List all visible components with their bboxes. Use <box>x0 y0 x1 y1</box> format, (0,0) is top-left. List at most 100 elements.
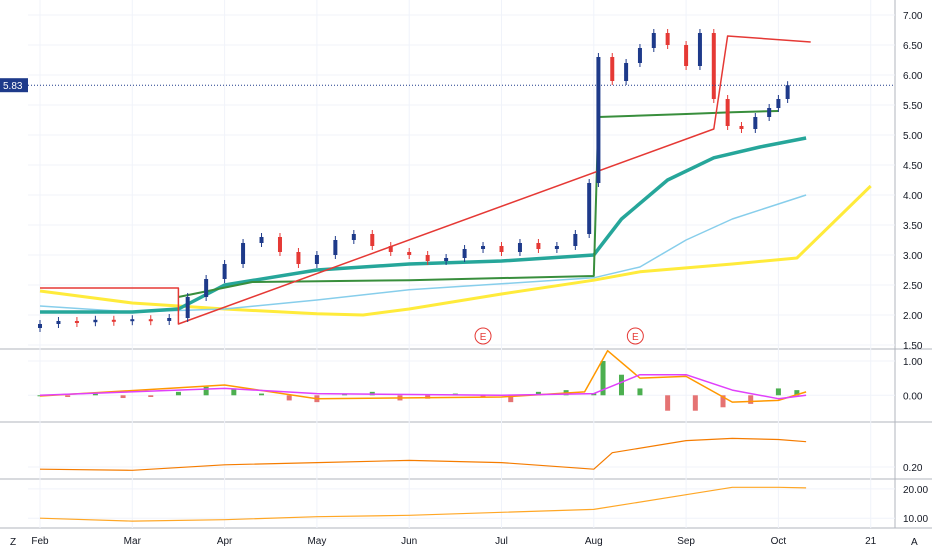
x-tick-label: Mar <box>124 536 142 547</box>
earnings-marker-label: E <box>632 332 639 343</box>
panel3-series-line <box>39 437 807 471</box>
candle-body <box>93 319 98 323</box>
macd-histogram-bar <box>591 393 597 396</box>
candle-body <box>314 255 319 264</box>
earnings-marker <box>474 327 492 345</box>
macd-histogram-bar <box>720 395 726 408</box>
y-tick-label: 0.20 <box>903 463 923 474</box>
candle-body <box>725 99 730 126</box>
x-tick-label: Sep <box>677 536 695 547</box>
candle-body <box>38 324 42 328</box>
candle-body <box>624 63 629 81</box>
candle-body <box>481 246 486 249</box>
y-tick-label: 2.50 <box>903 281 923 292</box>
macd-series-line <box>39 373 807 400</box>
y-tick-label: 5.00 <box>903 131 923 142</box>
candle-body <box>536 243 541 249</box>
candle-body <box>388 246 393 252</box>
candle-body <box>785 85 790 99</box>
candle-body <box>277 237 282 252</box>
earnings-marker <box>626 327 644 345</box>
y-tick-label: 6.50 <box>903 41 923 52</box>
macd-histogram-bar <box>508 395 514 403</box>
macd-histogram-bar <box>203 386 209 396</box>
candle-body <box>351 234 356 240</box>
candle-body <box>167 318 172 321</box>
last-price-badge <box>0 78 28 93</box>
candle-body <box>684 45 689 66</box>
y-tick-label: 7.00 <box>903 11 923 22</box>
x-tick-label: Aug <box>585 536 603 547</box>
candle-body <box>241 243 246 264</box>
candle-body <box>610 57 615 81</box>
candle-body <box>739 126 744 129</box>
candle-body <box>554 246 559 249</box>
candle-body <box>651 33 656 48</box>
candle-body <box>665 33 670 45</box>
candle-body <box>596 57 601 183</box>
y-tick-label: 20.00 <box>903 485 928 496</box>
x-tick-label: 21 <box>865 536 877 547</box>
macd-histogram-bar <box>775 388 781 396</box>
candle-body <box>259 237 264 243</box>
candle-body <box>444 258 449 261</box>
x-tick-label: May <box>307 536 326 547</box>
macd-histogram-bar <box>148 395 154 397</box>
x-tick-label: Feb <box>31 536 49 547</box>
macd-histogram-bar <box>618 374 624 396</box>
panel4-series-line <box>39 486 807 522</box>
price-series-line <box>178 110 779 298</box>
macd-histogram-bar <box>480 395 486 397</box>
candle-body <box>296 252 301 264</box>
y-tick-label: 5.50 <box>903 101 923 112</box>
macd-histogram-bar <box>600 361 606 396</box>
candle-body <box>753 117 758 129</box>
y-tick-label: 1.00 <box>903 357 923 368</box>
candle-body <box>767 108 772 117</box>
candle-body <box>637 48 642 63</box>
macd-histogram-bar <box>231 388 237 396</box>
candle-body <box>499 246 504 252</box>
macd-histogram-bar <box>692 395 698 411</box>
macd-histogram-bar <box>794 390 800 396</box>
x-tick-label: Jul <box>495 536 508 547</box>
candle-body <box>425 255 430 261</box>
price-series-line <box>39 194 807 313</box>
macd-histogram-bar <box>175 391 181 396</box>
candle-body <box>111 319 116 322</box>
y-tick-label: 4.00 <box>903 191 923 202</box>
x-tick-label: Apr <box>217 536 233 547</box>
last-price-label: 5.83 <box>3 81 23 92</box>
candle-body <box>407 252 412 255</box>
candle-body <box>573 234 578 246</box>
y-tick-label: 4.50 <box>903 161 923 172</box>
y-tick-label: 3.50 <box>903 221 923 232</box>
x-tick-label: Oct <box>771 536 787 547</box>
x-tick-label: Jun <box>401 536 417 547</box>
candle-body <box>776 99 781 108</box>
y-tick-label: 2.00 <box>903 311 923 322</box>
candle-body <box>204 279 209 297</box>
macd-histogram-bar <box>748 395 754 404</box>
corner-left-label[interactable]: Z <box>10 537 16 548</box>
y-tick-label: 1.50 <box>903 341 923 352</box>
y-tick-label: 3.00 <box>903 251 923 262</box>
macd-histogram-bar <box>637 388 643 396</box>
y-tick-label: 10.00 <box>903 514 928 525</box>
candle-body <box>587 183 592 234</box>
macd-series-line <box>39 349 807 403</box>
macd-histogram-bar <box>286 395 292 401</box>
candle-body <box>697 33 702 66</box>
candle-body <box>370 234 375 246</box>
candle-body <box>148 319 153 322</box>
corner-right-label[interactable]: A <box>911 537 918 548</box>
y-tick-label: 6.00 <box>903 71 923 82</box>
macd-histogram-bar <box>665 395 671 411</box>
earnings-marker-label: E <box>480 332 487 343</box>
candle-body <box>462 249 467 258</box>
candle-body <box>185 297 190 318</box>
candle-body <box>74 321 79 323</box>
candle-body <box>333 240 338 255</box>
